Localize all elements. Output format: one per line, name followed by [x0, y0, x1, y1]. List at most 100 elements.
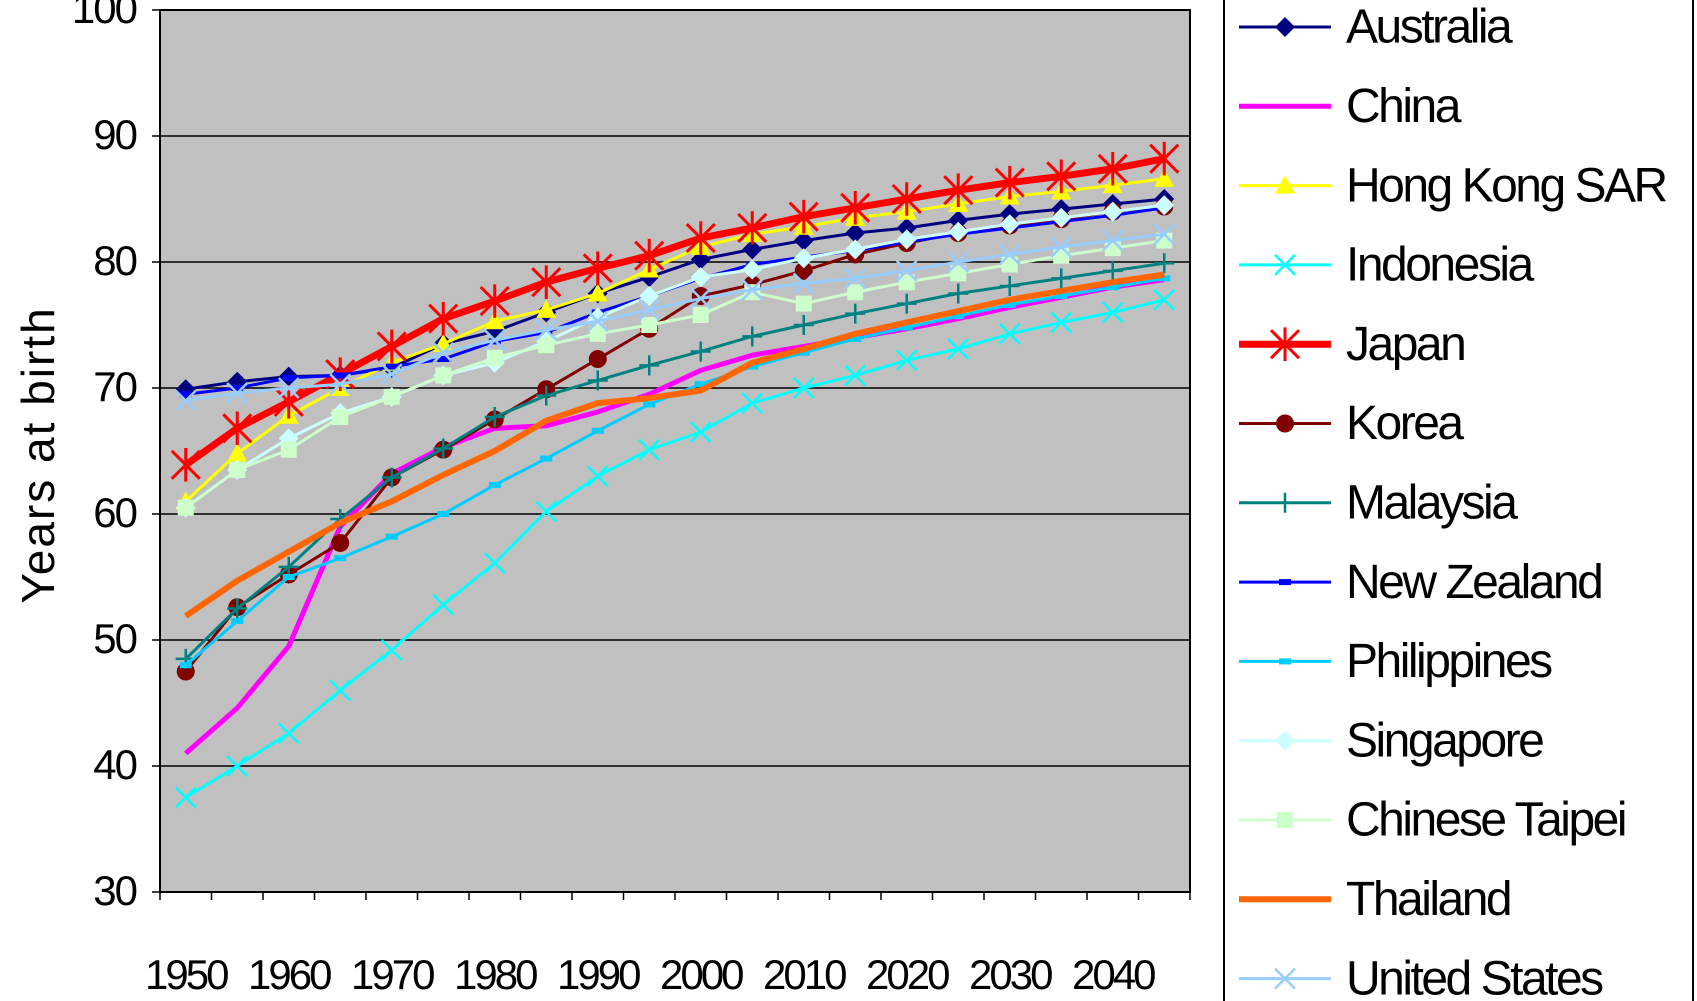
y-tick-label: 60 — [93, 489, 136, 536]
legend-box — [1223, 0, 1694, 1001]
marker — [1101, 301, 1124, 324]
legend-item: Singapore — [1239, 714, 1546, 767]
x-tick-label: 2000 — [660, 951, 743, 998]
marker — [1101, 229, 1124, 252]
x-tick-label: 1990 — [557, 951, 640, 998]
legend: Australia China Hong Kong SAR Indonesia Japa… — [1223, 0, 1694, 1001]
marker — [432, 341, 455, 364]
marker — [589, 325, 606, 342]
marker — [1102, 260, 1123, 281]
marker — [689, 421, 712, 443]
marker — [845, 239, 866, 260]
series — [174, 223, 1176, 412]
legend-item: China — [1239, 80, 1464, 133]
marker — [692, 306, 709, 323]
marker — [643, 401, 656, 408]
legend-label: China — [1346, 80, 1462, 133]
marker — [334, 555, 347, 562]
marker — [641, 317, 658, 333]
marker — [638, 298, 661, 321]
marker — [898, 274, 915, 291]
marker — [793, 230, 814, 251]
marker — [229, 461, 246, 478]
marker — [638, 438, 661, 461]
marker — [1097, 151, 1128, 186]
marker — [1158, 275, 1171, 282]
marker — [536, 385, 557, 406]
marker — [1269, 327, 1301, 361]
marker — [1274, 967, 1296, 990]
marker — [484, 406, 505, 427]
marker — [950, 265, 967, 282]
marker — [737, 211, 768, 245]
marker — [689, 287, 712, 310]
marker — [486, 349, 503, 366]
marker — [797, 349, 810, 356]
marker — [536, 299, 557, 318]
marker — [999, 214, 1020, 235]
marker — [1153, 288, 1176, 311]
legend-item: Australia — [1239, 1, 1516, 54]
marker — [174, 389, 197, 412]
marker — [845, 303, 866, 324]
x-tick-label: 1970 — [351, 951, 434, 998]
marker — [227, 443, 248, 462]
marker — [380, 363, 403, 386]
legend-label: Malaysia — [1346, 476, 1518, 529]
legend-item: Thailand — [1239, 873, 1513, 926]
legend-label: Philippines — [1346, 635, 1552, 688]
marker — [793, 315, 814, 335]
legend-label: Hong Kong SAR — [1346, 159, 1667, 212]
marker — [222, 411, 253, 446]
marker — [329, 679, 352, 702]
marker — [277, 377, 300, 399]
marker — [179, 662, 192, 669]
marker — [331, 533, 350, 552]
x-tick-label: 2010 — [763, 951, 846, 998]
marker — [639, 286, 660, 307]
y-tick-label: 80 — [93, 237, 136, 284]
marker — [742, 239, 763, 260]
marker — [587, 370, 608, 391]
legend-item: United States — [1239, 952, 1606, 1001]
marker — [484, 311, 505, 330]
y-tick-label: 50 — [93, 615, 136, 662]
marker — [179, 391, 192, 398]
marker — [746, 363, 759, 370]
marker — [280, 441, 297, 458]
marker — [840, 191, 871, 225]
legend-item: Malaysia — [1239, 476, 1521, 529]
marker — [844, 364, 867, 387]
marker — [1003, 301, 1016, 308]
line — [184, 271, 1165, 619]
y-tick-label: 100 — [72, 0, 137, 32]
marker — [1055, 293, 1068, 300]
marker — [896, 217, 917, 238]
marker — [844, 267, 867, 290]
line — [185, 232, 1165, 403]
y-tick-label: 70 — [93, 363, 136, 410]
marker — [282, 374, 295, 381]
marker — [278, 556, 299, 577]
legend-label: Korea — [1346, 397, 1464, 450]
marker — [437, 511, 450, 517]
line — [183, 155, 1165, 468]
marker — [538, 337, 555, 354]
marker — [226, 382, 249, 404]
marker — [792, 377, 815, 399]
x-tick-label: 2020 — [866, 951, 949, 998]
marker — [227, 598, 248, 619]
marker — [1277, 812, 1293, 828]
marker — [535, 500, 558, 523]
marker — [437, 356, 450, 363]
plot-area: 30 40 50 60 70 80 90 100 1950 1960 1970 1980 1990 200… — [72, 0, 1191, 998]
marker — [376, 329, 407, 364]
marker — [1154, 195, 1175, 216]
marker — [277, 722, 300, 745]
marker — [742, 259, 763, 280]
marker — [742, 326, 763, 347]
marker — [1275, 730, 1295, 751]
marker — [847, 284, 864, 301]
marker — [1154, 168, 1175, 187]
legend-item: Chinese Taipei — [1239, 794, 1628, 847]
